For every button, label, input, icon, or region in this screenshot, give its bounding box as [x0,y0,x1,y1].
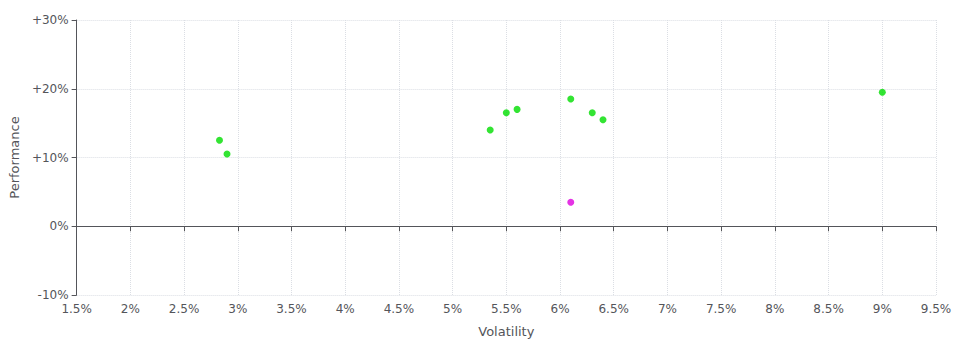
svg-text:2.5%: 2.5% [169,302,200,316]
svg-text:7.5%: 7.5% [706,302,737,316]
svg-text:7%: 7% [658,302,677,316]
svg-text:1.5%: 1.5% [61,302,92,316]
svg-text:+30%: +30% [32,13,69,27]
svg-text:8.5%: 8.5% [813,302,844,316]
svg-text:5%: 5% [443,302,462,316]
svg-text:+20%: +20% [32,82,69,96]
svg-text:3%: 3% [228,302,247,316]
svg-text:-10%: -10% [38,288,69,302]
svg-text:6.5%: 6.5% [598,302,629,316]
svg-text:5.5%: 5.5% [491,302,522,316]
svg-text:9.5%: 9.5% [921,302,952,316]
svg-text:9%: 9% [873,302,892,316]
svg-text:0%: 0% [50,219,69,233]
svg-text:8%: 8% [765,302,784,316]
svg-text:Volatility: Volatility [478,324,534,339]
svg-text:4.5%: 4.5% [384,302,415,316]
svg-text:6%: 6% [551,302,570,316]
svg-text:4%: 4% [336,302,355,316]
svg-text:2%: 2% [121,302,140,316]
svg-text:+10%: +10% [32,151,69,165]
svg-text:3.5%: 3.5% [276,302,307,316]
svg-text:Performance: Performance [7,116,22,198]
